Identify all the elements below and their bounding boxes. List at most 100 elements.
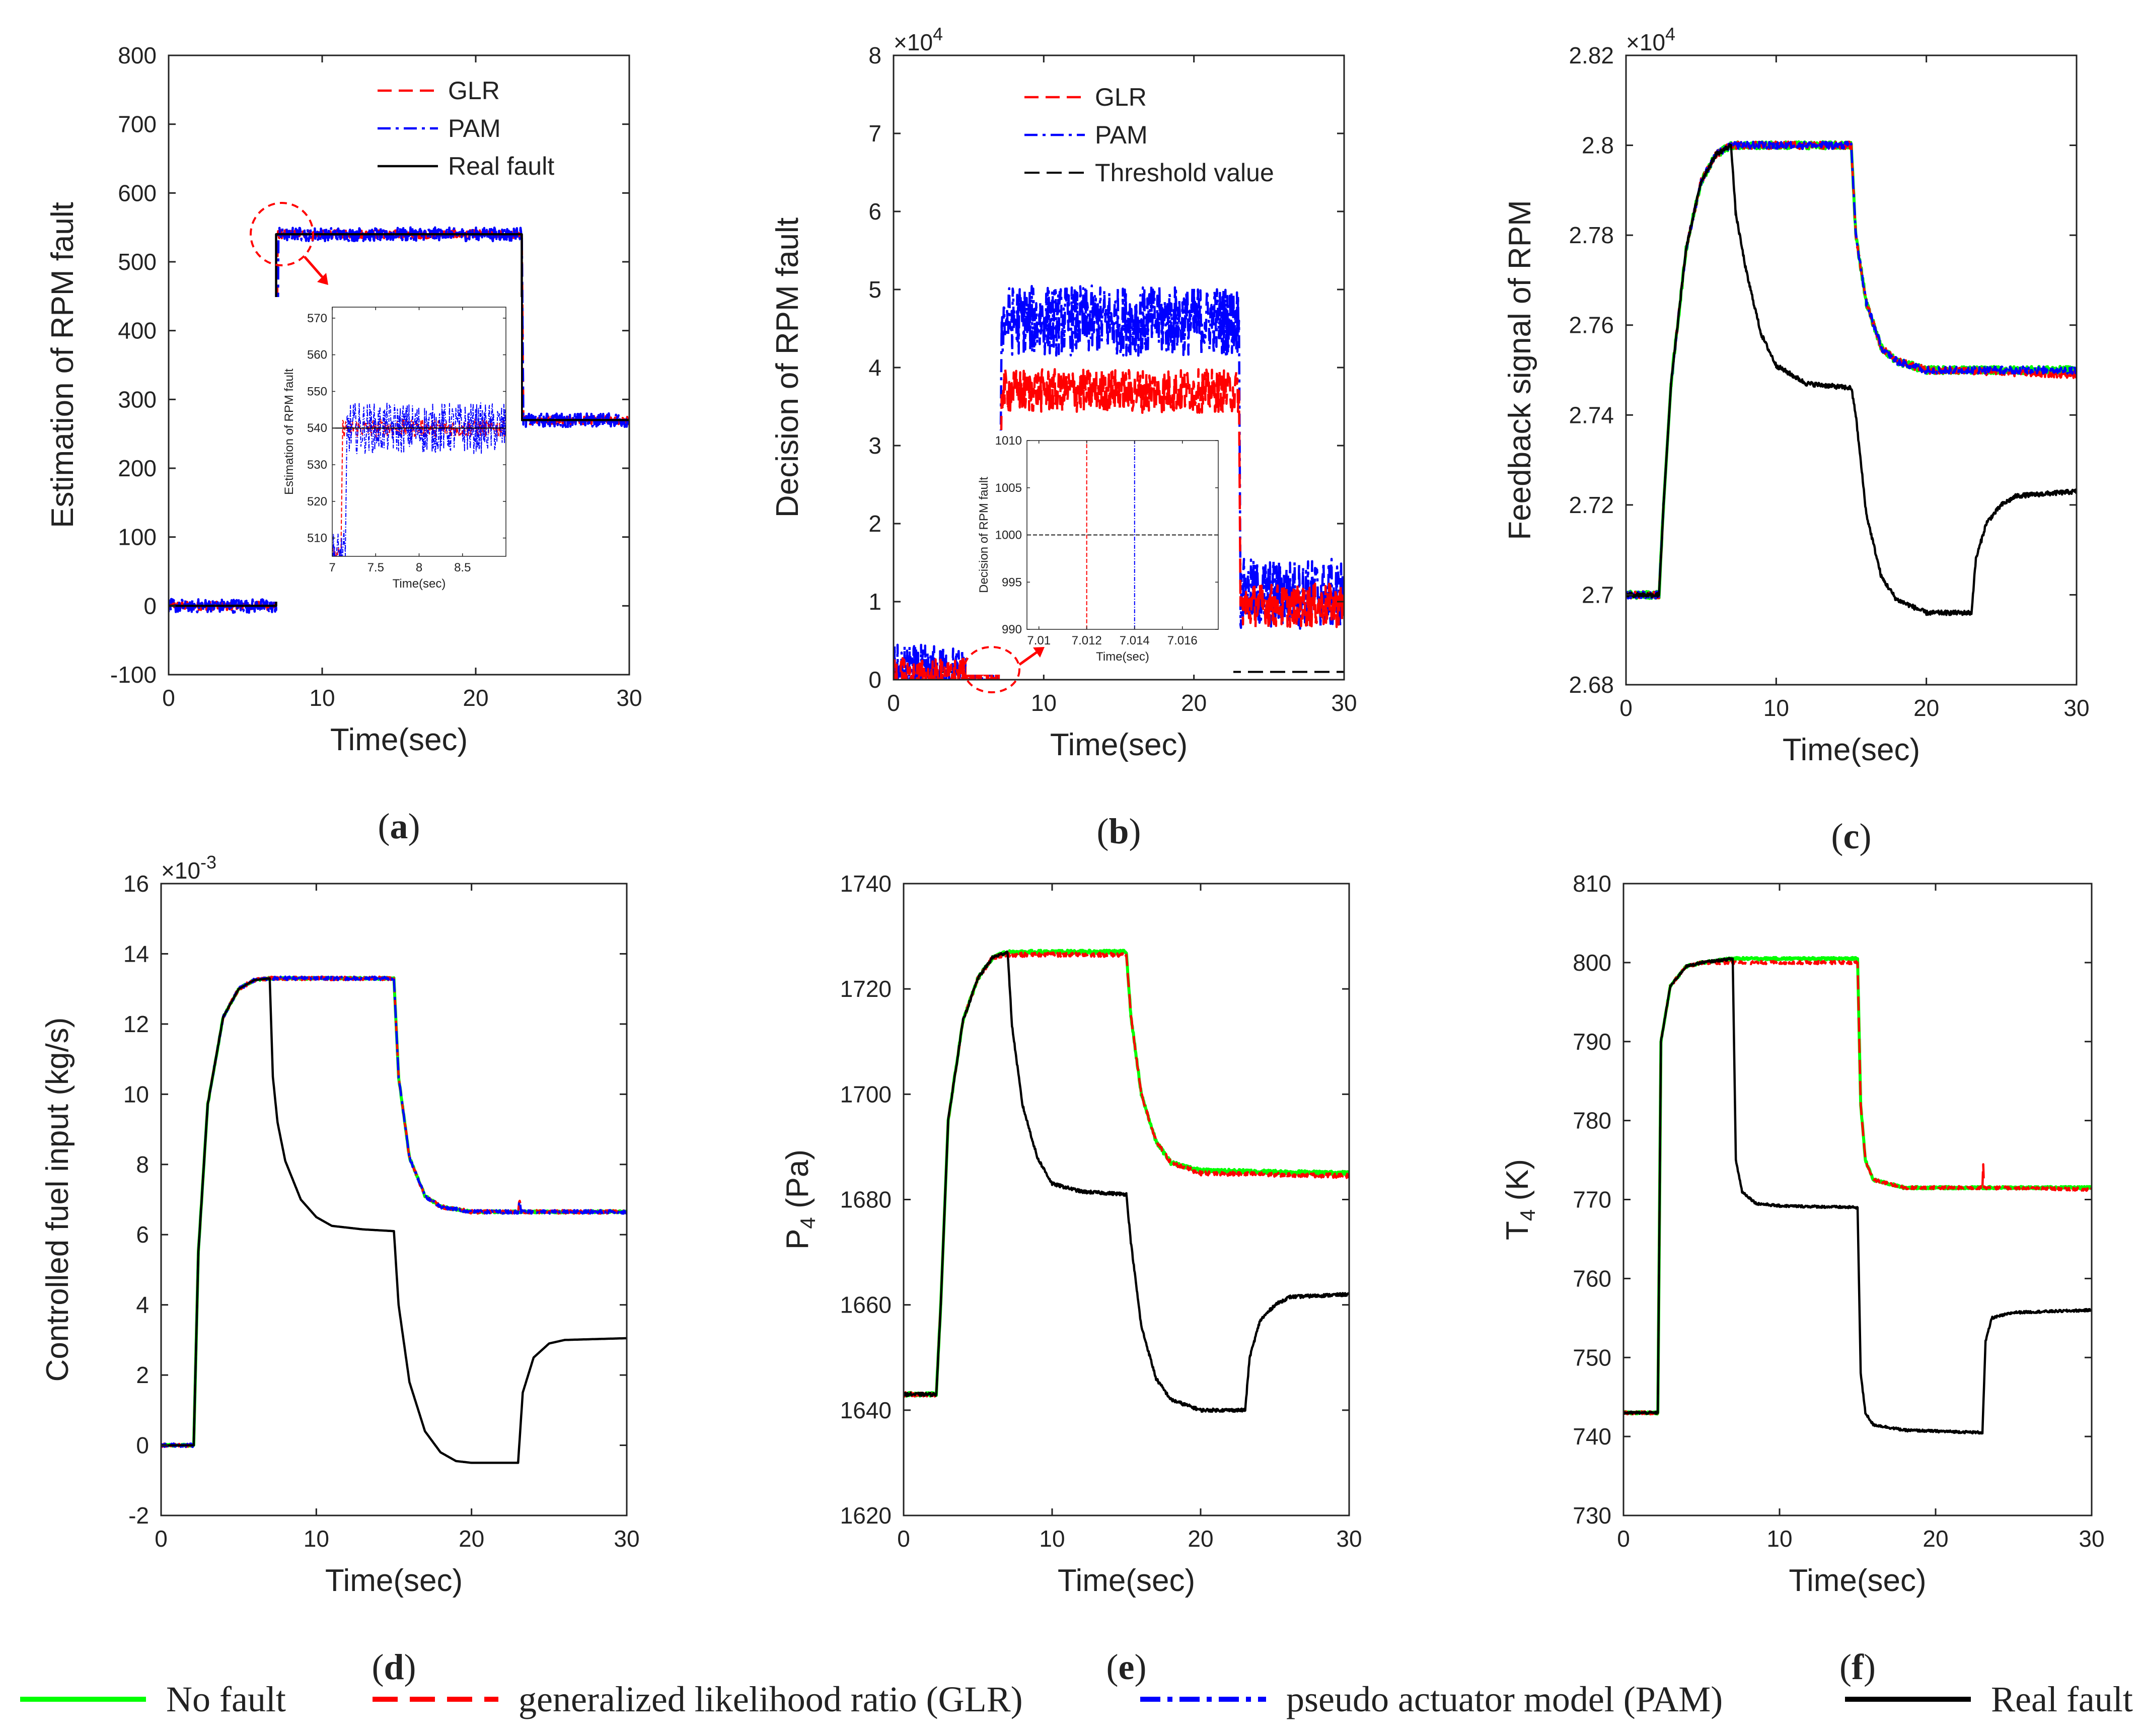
chart-d-frame xyxy=(160,883,628,1516)
chart-f-x-tick-label: 20 xyxy=(1923,1526,1948,1552)
chart-b-y-tick-label: 2 xyxy=(868,511,881,537)
chart-a-inset-y-tick-label: 530 xyxy=(307,458,327,472)
chart-d-y-tick-label: 14 xyxy=(123,941,149,967)
zoom-arrowhead-a xyxy=(317,273,328,285)
chart-c-y-tick-label: 2.7 xyxy=(1582,582,1614,608)
chart-b: 0 10 20 30 0 1 2 3 4 5 6 7 8 Time(sec) Decision of RPM… xyxy=(770,24,1357,851)
chart-b-inset-y-tick-label: 995 xyxy=(1002,575,1022,589)
chart-e-y-tick-label: 1620 xyxy=(840,1502,892,1529)
bottom-legend-label: Real fault xyxy=(1991,1679,2133,1719)
chart-d-series-pam xyxy=(161,975,627,1449)
chart-c-y-tick-label: 2.74 xyxy=(1569,402,1614,428)
chart-a-inset-series-pam xyxy=(332,402,506,556)
chart-d-y-tick-label: 16 xyxy=(123,871,149,897)
chart-b-inset-x-tick-label: 7.01 xyxy=(1027,634,1051,647)
chart-b-x-tick-label: 20 xyxy=(1181,690,1207,716)
chart-b-legend-label: PAM xyxy=(1095,121,1148,149)
chart-f-y-tick-label: 750 xyxy=(1573,1344,1611,1370)
chart-c-y-multiplier: ×104 xyxy=(1626,24,1675,55)
chart-a-y-tick-label: 500 xyxy=(118,249,157,275)
chart-a-inset: 7 7.5 8 8.5 510 520 530 540 550 560 570 Time(sec) Es… xyxy=(272,297,521,602)
chart-c-y-tick-label: 2.78 xyxy=(1569,222,1614,248)
chart-f-y-tick-label: 760 xyxy=(1573,1265,1611,1291)
zoom-markers xyxy=(250,202,1045,693)
chart-a-inset-x-tick-label: 8.5 xyxy=(454,561,471,574)
chart-a-inset-y-tick-label: 520 xyxy=(307,495,327,509)
chart-b-y-tick-label: 7 xyxy=(868,120,881,147)
zoom-arrowhead-b xyxy=(1033,647,1045,658)
chart-a-inset-y-axis-label: Estimation of RPM fault xyxy=(282,369,296,495)
chart-a-legend-label: GLR xyxy=(448,77,500,105)
chart-a-y-tick-label: 400 xyxy=(118,318,157,344)
chart-c-y-tick-label: 2.68 xyxy=(1569,672,1614,698)
chart-b-y-tick-label: 8 xyxy=(868,42,881,68)
chart-f-y-tick-label: 780 xyxy=(1573,1108,1611,1134)
chart-a-x-tick-label: 30 xyxy=(616,685,642,711)
chart-a-legend: GLR PAM Real fault xyxy=(378,77,554,180)
chart-d-y-tick-label: 0 xyxy=(136,1432,149,1459)
chart-e-y-tick-label: 1700 xyxy=(840,1081,892,1107)
chart-e-y-axis-label: P4 (Pa) xyxy=(780,1149,820,1250)
chart-c-series-real xyxy=(1626,143,2077,616)
chart-d-y-tick-label: 12 xyxy=(123,1011,149,1037)
chart-d-x-axis-label: Time(sec) xyxy=(325,1563,463,1598)
chart-b-series-glr xyxy=(894,368,1344,680)
chart-f-y-tick-label: 740 xyxy=(1573,1423,1611,1450)
chart-a-y-tick-label: 0 xyxy=(143,593,157,619)
chart-b-inset-x-tick-label: 7.014 xyxy=(1120,634,1150,647)
chart-d-y-tick-label: 2 xyxy=(136,1362,149,1388)
chart-b-y-tick-label: 6 xyxy=(868,198,881,225)
chart-b-x-tick-label: 10 xyxy=(1031,690,1057,716)
chart-a-series-pam xyxy=(169,226,629,614)
chart-a-y-tick-label: 100 xyxy=(118,524,157,550)
chart-a-y-axis-label: Estimation of RPM fault xyxy=(45,202,80,528)
chart-a-inset-y-tick-label: 540 xyxy=(307,421,327,435)
chart-panels: 0 10 20 30-1000100200300400500600700800Time… xyxy=(40,24,2105,1687)
chart-c-x-tick-label: 20 xyxy=(1913,695,1939,721)
chart-f: 0 10 20 30 730 740 750 760 770 780 790 800 810 Time(s… xyxy=(1500,871,2105,1687)
chart-b-inset-x-tick-label: 7.012 xyxy=(1072,634,1102,647)
chart-f-panel-label: (f) xyxy=(1839,1647,1876,1687)
chart-b-y-axis-label: Decision of RPM fault xyxy=(770,218,805,518)
chart-a-inset-y-tick-label: 550 xyxy=(307,385,327,398)
chart-f-y-tick-label: 790 xyxy=(1573,1029,1611,1055)
chart-d-x-tick-label: 30 xyxy=(614,1526,639,1552)
chart-d: 0 10 20 30-20246810121416Time(sec)Controlle… xyxy=(40,852,640,1687)
chart-b-y-tick-label: 5 xyxy=(868,276,881,303)
chart-c-panel-label: (c) xyxy=(1831,816,1872,856)
chart-b-y-tick-label: 3 xyxy=(868,432,881,459)
chart-b-inset: 7.01 7.012 7.014 7.016 990 995 1000 1005 1010 Tim… xyxy=(967,430,1233,675)
chart-a-inset-y-tick-label: 570 xyxy=(307,312,327,325)
chart-f-y-tick-label: 770 xyxy=(1573,1187,1611,1213)
chart-a-inset-x-tick-label: 7.5 xyxy=(367,561,384,574)
chart-b-inset-x-tick-label: 7.016 xyxy=(1167,634,1198,647)
bottom-legend: No fault generalized likelihood ratio (GL… xyxy=(20,1679,2133,1719)
chart-d-y-tick-label: 8 xyxy=(136,1151,149,1178)
chart-f-y-tick-label: 800 xyxy=(1573,950,1611,976)
chart-b-inset-plot-area xyxy=(1027,441,1218,629)
chart-b-legend-label: GLR xyxy=(1095,83,1147,111)
chart-e-y-tick-label: 1680 xyxy=(840,1187,892,1213)
chart-a-y-tick-label: 600 xyxy=(118,180,157,206)
chart-b-y-multiplier: ×104 xyxy=(894,24,943,55)
chart-c-x-tick-label: 0 xyxy=(1619,695,1633,721)
chart-b-x-tick-label: 0 xyxy=(887,690,900,716)
chart-a-legend-label: Real fault xyxy=(448,152,554,180)
chart-f-y-tick-label: 810 xyxy=(1573,871,1611,897)
chart-b-x-tick-label: 30 xyxy=(1331,690,1357,716)
chart-b-inset-y-tick-label: 1000 xyxy=(995,529,1022,542)
chart-a-y-tick-label: 200 xyxy=(118,455,157,481)
chart-a-x-tick-label: 10 xyxy=(309,685,335,711)
chart-a-inset-x-axis-label: Time(sec) xyxy=(393,577,446,591)
chart-a-x-tick-label: 0 xyxy=(162,685,175,711)
chart-c: 0 10 20 30 2.68 2.7 2.72 2.74 2.76 2.78 2.8 2.82 Tim… xyxy=(1503,24,2090,856)
chart-d-y-tick-label: 10 xyxy=(123,1081,149,1107)
zoom-arrow-a xyxy=(304,256,323,278)
chart-d-y-tick-label: 4 xyxy=(136,1292,149,1318)
chart-a-panel-label: (a) xyxy=(378,806,420,846)
zoom-arrow-b xyxy=(1018,650,1038,666)
chart-a-y-tick-label: 800 xyxy=(118,42,157,68)
chart-e-x-tick-label: 10 xyxy=(1039,1526,1065,1552)
chart-f-x-axis-label: Time(sec) xyxy=(1789,1563,1926,1598)
